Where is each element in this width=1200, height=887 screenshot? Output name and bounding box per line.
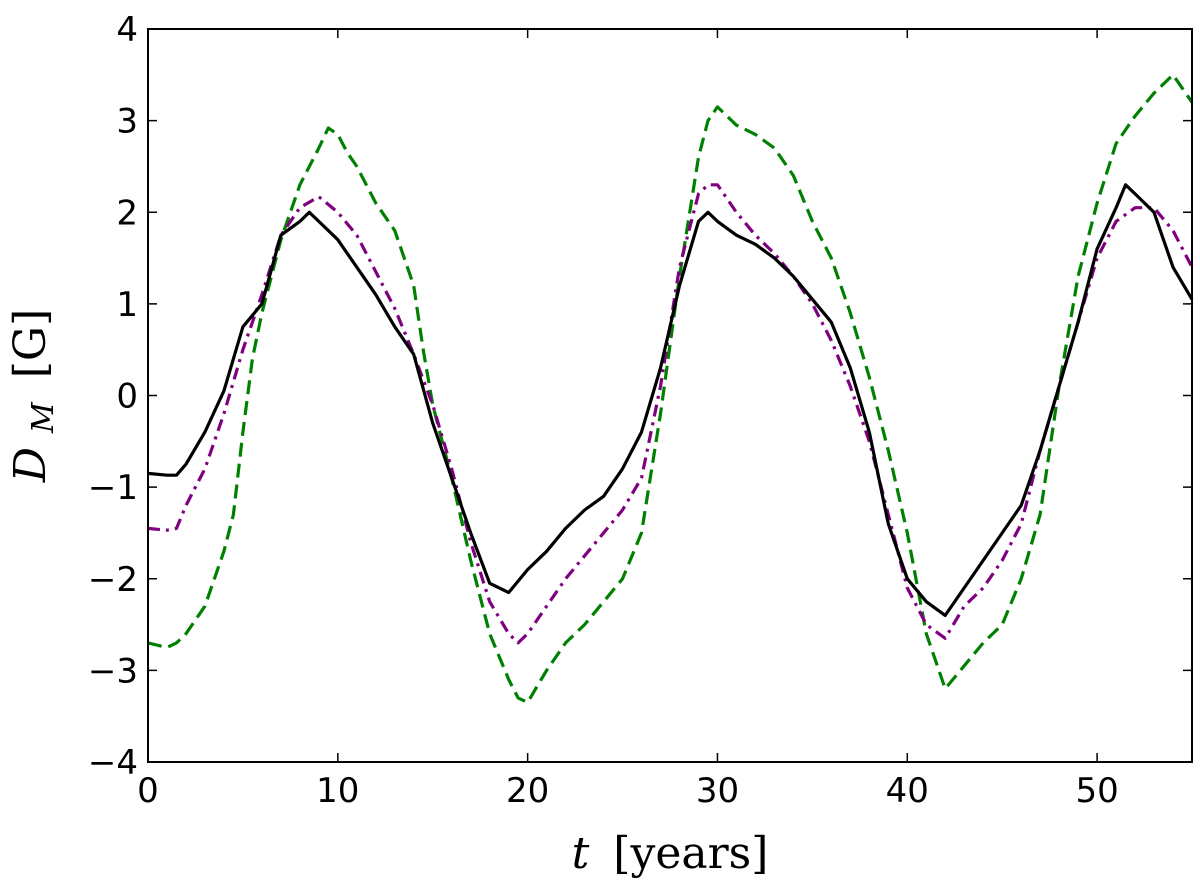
y-tick-label: −4 — [88, 743, 138, 783]
series-line-dashed — [147, 73, 1194, 704]
series-layer — [147, 73, 1194, 704]
y-tick-label: −1 — [88, 468, 138, 508]
y-tick-label: 2 — [116, 193, 138, 233]
x-axis-unit: [years] — [613, 828, 768, 879]
y-tick-label: 1 — [116, 285, 138, 325]
y-axis-subscript: M — [26, 401, 61, 434]
x-tick-label: 30 — [696, 771, 739, 811]
y-axis-label: D M [G] — [5, 309, 64, 483]
tick-layer: 0 10 20 30 40 50 −4 −3 −2 −1 0 1 2 3 4 — [88, 10, 1192, 811]
series-line-dashdot — [147, 183, 1194, 645]
x-tick-label: 20 — [506, 771, 549, 811]
x-tick-label: 10 — [316, 771, 359, 811]
series-line-solid — [147, 183, 1194, 617]
x-axis-variable: t — [572, 828, 590, 879]
y-tick-label: 4 — [116, 10, 138, 50]
y-tick-label: 0 — [116, 377, 138, 417]
y-axis-variable: D — [5, 447, 56, 483]
x-axis-label: t [years] — [572, 828, 769, 879]
x-tick-label: 40 — [886, 771, 929, 811]
y-tick-label: −3 — [88, 651, 138, 691]
x-tick-label: 0 — [137, 771, 159, 811]
y-axis-unit: [G] — [5, 309, 56, 378]
y-tick-label: −2 — [88, 560, 138, 600]
x-tick-label: 50 — [1075, 771, 1118, 811]
y-tick-label: 3 — [116, 102, 138, 142]
